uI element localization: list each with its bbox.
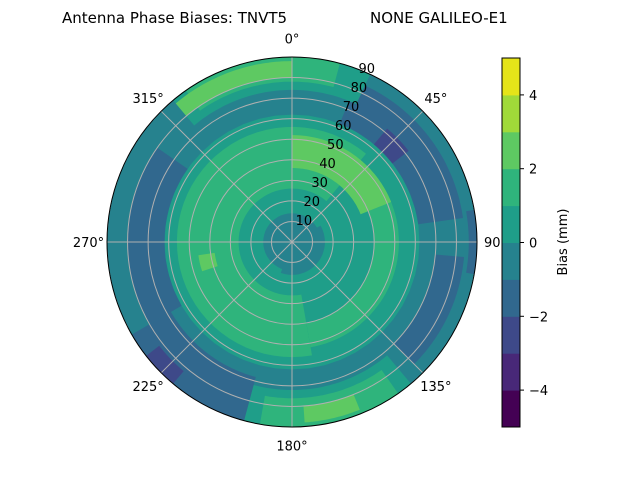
contour-region (292, 135, 392, 215)
r-tick-label: 40 (319, 157, 336, 172)
colorbar-band (502, 94, 520, 133)
r-tick-labels: 10 20 30 40 50 60 70 80 90 (296, 62, 375, 229)
theta-gridline (160, 241, 293, 374)
contour-region (131, 311, 256, 421)
colorbar-tick-label: −4 (529, 384, 548, 399)
polar-grid (107, 57, 477, 427)
contour-region (259, 370, 399, 427)
colorbar-tick-label: 4 (529, 89, 537, 104)
contour-region (303, 394, 360, 423)
contour-region (198, 252, 218, 272)
theta-tick-label: 315° (132, 92, 163, 107)
contour-region (373, 128, 409, 164)
theta-tick-label: 45° (424, 92, 447, 107)
colorbar-band (502, 58, 520, 96)
theta-gridline (291, 110, 424, 243)
chart-title-left: Antenna Phase Biases: TNVT5 (62, 9, 287, 27)
colorbar-tick-label: 2 (529, 163, 537, 178)
contour-region (127, 147, 188, 325)
colorbar-band (502, 131, 520, 170)
colorbar-band (502, 168, 520, 207)
theta-gridline (160, 110, 293, 243)
r-tick-label: 60 (335, 119, 352, 134)
colorbar-label: Bias (mm) (556, 209, 571, 276)
chart-title-right: NONE GALILEO-E1 (370, 9, 508, 27)
colorbar-band (502, 390, 520, 428)
contour-region (176, 126, 366, 358)
theta-tick-label: 0° (285, 33, 300, 48)
colorbar-tick-label: 0 (529, 237, 537, 252)
theta-tick-label: 135° (420, 380, 451, 395)
theta-tick-label: 225° (132, 380, 163, 395)
colorbar: −4 −2 0 2 4 (501, 57, 548, 428)
r-tick-label: 70 (343, 100, 360, 115)
theta-tick-label: 270° (73, 236, 104, 251)
colorbar-band (502, 316, 520, 354)
theta-tick-label: 90° (484, 236, 507, 251)
polar-frame (106, 56, 478, 428)
contour-region (146, 345, 184, 384)
contour-region (393, 254, 464, 365)
r-tick-label: 50 (327, 138, 344, 153)
colorbar-band (502, 279, 520, 317)
colorbar-band (502, 353, 520, 391)
theta-gridline (291, 241, 424, 374)
colorbar-band (502, 205, 520, 243)
r-tick-label: 20 (303, 195, 320, 210)
r-tick-label: 80 (351, 81, 368, 96)
r-tick-label: 10 (296, 214, 313, 229)
colorbar-band (502, 242, 520, 280)
r-tick-label: 90 (359, 62, 376, 77)
theta-tick-labels: 0° 45° 90° 135° 180° 225° 270° 315° (73, 33, 507, 455)
r-tick-label: 30 (311, 176, 328, 191)
colorbar-tick-label: −2 (529, 310, 548, 325)
contour-region (185, 57, 340, 111)
theta-tick-label: 180° (276, 440, 307, 455)
